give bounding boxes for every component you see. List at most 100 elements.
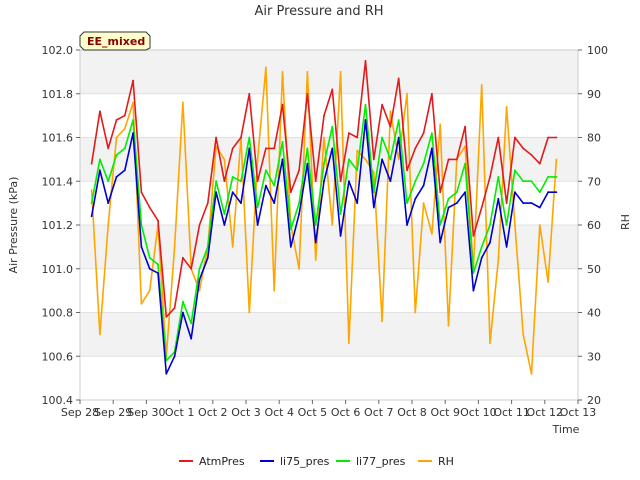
y2-tick-label: 60 <box>587 219 601 232</box>
data-point-atmpres <box>273 147 276 150</box>
data-point-atmpres <box>364 60 367 62</box>
data-point-li77-pres <box>231 176 234 178</box>
data-point-atmpres <box>107 147 110 150</box>
data-point-li77-pres <box>439 224 442 226</box>
data-point-atmpres <box>248 92 251 95</box>
legend-item-rh: RH <box>418 455 454 468</box>
data-point-atmpres <box>489 176 491 178</box>
data-point-rh <box>389 110 392 113</box>
data-point-rh <box>256 158 259 161</box>
legend-label: li75_pres <box>280 455 330 468</box>
data-point-rh <box>497 259 500 261</box>
y2-tick-label: 80 <box>587 132 601 145</box>
data-point-atmpres <box>439 191 442 194</box>
y2-axis-title: RH <box>619 214 632 230</box>
data-point-li75-pres <box>439 241 442 244</box>
data-point-rh <box>381 320 383 323</box>
data-point-atmpres <box>240 136 242 139</box>
data-point-li77-pres <box>123 147 126 150</box>
series-li75-pres <box>90 119 558 375</box>
data-point-li75-pres <box>406 224 408 226</box>
data-point-li77-pres <box>422 162 425 165</box>
x-tick-label: Sep 28 <box>61 406 99 419</box>
data-point-li75-pres <box>364 119 367 121</box>
data-point-rh <box>173 246 176 248</box>
data-point-rh <box>198 289 201 292</box>
data-point-li77-pres <box>248 136 251 139</box>
data-point-li77-pres <box>298 202 300 205</box>
data-point-li75-pres <box>115 176 118 178</box>
y-tick-label: 100.6 <box>42 350 74 363</box>
data-point-li77-pres <box>497 176 500 178</box>
x-tick-label: Oct 1 <box>165 406 195 419</box>
y2-tick-label: 50 <box>587 263 601 276</box>
data-point-li77-pres <box>381 136 383 139</box>
data-point-li77-pres <box>314 224 317 226</box>
data-point-li77-pres <box>455 191 458 194</box>
data-point-atmpres <box>497 136 500 139</box>
legend: AtmPres li75_pres li77_pres RH <box>179 455 454 468</box>
data-point-li75-pres <box>422 184 425 187</box>
data-point-rh <box>372 171 375 174</box>
grid-band <box>80 225 578 269</box>
data-point-atmpres <box>190 267 193 270</box>
data-point-li75-pres <box>99 169 101 172</box>
data-point-li77-pres <box>99 158 101 161</box>
data-point-atmpres <box>289 191 292 194</box>
data-point-li77-pres <box>530 180 533 183</box>
badge: EE_mixed <box>79 31 151 51</box>
series-atmpres <box>90 60 558 318</box>
data-point-atmpres <box>397 77 400 80</box>
data-point-rh <box>406 92 408 95</box>
data-point-atmpres <box>547 136 549 139</box>
data-point-rh <box>115 136 118 139</box>
data-point-li75-pres <box>198 278 201 281</box>
data-point-atmpres <box>265 147 267 150</box>
data-point-atmpres <box>165 316 168 318</box>
data-point-li77-pres <box>215 180 218 183</box>
data-point-atmpres <box>99 110 101 113</box>
data-point-li75-pres <box>90 215 93 218</box>
data-point-li75-pres <box>530 202 533 205</box>
data-point-rh <box>140 302 143 305</box>
x-tick-label: Oct 13 <box>560 406 597 419</box>
data-point-li77-pres <box>273 184 276 187</box>
data-point-li75-pres <box>265 184 267 187</box>
data-point-li77-pres <box>157 263 159 266</box>
data-point-li77-pres <box>505 224 508 226</box>
data-point-li75-pres <box>182 311 184 314</box>
data-point-atmpres <box>132 79 135 82</box>
data-point-li75-pres <box>555 191 558 194</box>
data-point-li77-pres <box>289 228 292 231</box>
data-point-li75-pres <box>248 147 251 150</box>
x-tick-label: Oct 8 <box>397 406 427 419</box>
x-tick-label: Oct 3 <box>231 406 261 419</box>
data-point-rh <box>555 158 558 161</box>
data-point-li77-pres <box>223 213 226 216</box>
data-point-li75-pres <box>339 235 342 237</box>
data-point-li75-pres <box>414 197 417 200</box>
data-point-li75-pres <box>273 202 276 205</box>
y-tick-label: 102.0 <box>42 44 74 57</box>
data-point-li77-pres <box>90 202 93 205</box>
data-point-li77-pres <box>306 147 309 150</box>
data-point-rh <box>132 101 135 104</box>
x-tick-label: Oct 5 <box>298 406 328 419</box>
data-point-li75-pres <box>472 289 475 292</box>
data-point-rh <box>123 127 126 130</box>
data-point-li77-pres <box>323 162 325 165</box>
data-point-li75-pres <box>356 202 359 205</box>
data-point-li75-pres <box>372 206 375 209</box>
data-point-li77-pres <box>414 180 417 183</box>
data-point-li77-pres <box>339 213 342 216</box>
data-point-rh <box>323 136 325 139</box>
y-tick-label: 101.4 <box>42 175 74 188</box>
data-point-rh <box>356 149 359 152</box>
y2-tick-label: 90 <box>587 88 601 101</box>
data-point-li75-pres <box>505 246 508 248</box>
data-point-rh <box>314 259 317 261</box>
data-point-rh <box>530 372 533 375</box>
data-point-li75-pres <box>165 372 168 375</box>
data-point-atmpres <box>381 103 383 106</box>
data-point-li75-pres <box>497 197 500 200</box>
